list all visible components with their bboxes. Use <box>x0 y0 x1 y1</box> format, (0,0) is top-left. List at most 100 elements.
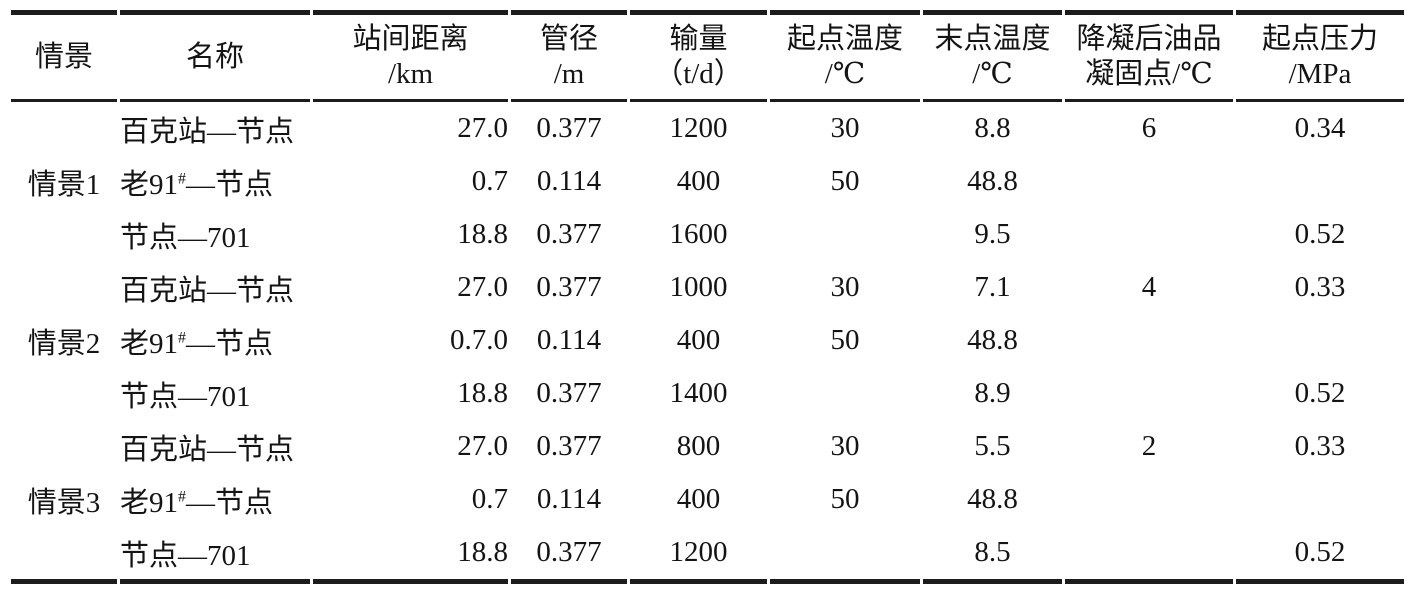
header-start_temp: 起点温度/℃ <box>770 10 920 102</box>
scenario-cell: 情景1 <box>27 168 101 201</box>
cell-start_temp: 50 <box>830 483 860 515</box>
header-distance: 站间距离/km <box>313 10 508 102</box>
header-row: 情景 名称 站间距离/km 管径/m 输量 （t/d） 起点温度/℃ 末点温度/℃ 降凝后油品凝… <box>11 10 1404 102</box>
cell-pour_point <box>1065 526 1233 584</box>
cell-diameter: 0.377 <box>536 430 602 462</box>
table-row: 老91#—节点 0.7 0.114 400 50 48.8 <box>11 473 1404 526</box>
cell-throughput: 400 <box>676 165 721 197</box>
cell-start_pressure: 0.52 <box>1294 377 1346 409</box>
header-end_temp: 末点温度/℃ <box>923 10 1062 102</box>
cell-start_pressure: 0.33 <box>1294 430 1346 462</box>
cell-name: 百克站—节点 <box>120 433 295 466</box>
header-start_pressure-label: 起点压力 <box>1261 23 1378 55</box>
table-row: 节点—701 18.8 0.377 1200 8.5 0.52 <box>11 526 1404 584</box>
cell-throughput: 1400 <box>669 377 728 409</box>
header-pour_point-unit: 凝固点/℃ <box>1085 58 1213 90</box>
cell-start_pressure: 0.34 <box>1294 112 1346 144</box>
table-row: 老91#—节点 0.7 0.114 400 50 48.8 <box>11 155 1404 208</box>
table-row: 情景1 百克站—节点 27.0 0.377 1200 30 8.8 6 0.34 <box>11 102 1404 201</box>
header-distance-label: 站间距离 <box>352 23 469 55</box>
cell-throughput: 800 <box>676 430 721 462</box>
cell-pour_point <box>1065 367 1233 420</box>
scenario-cell: 情景2 <box>27 327 101 360</box>
cell-diameter: 0.114 <box>536 324 602 356</box>
cell-distance: 27.0 <box>457 112 508 144</box>
table-row: 节点—701 18.8 0.377 1600 9.5 0.52 <box>11 208 1404 261</box>
cell-throughput: 400 <box>676 483 721 515</box>
header-throughput-label: 输量 <box>669 23 728 55</box>
cell-end_temp: 48.8 <box>967 324 1018 356</box>
cell-throughput: 1000 <box>669 271 728 303</box>
cell-start_pressure <box>1236 314 1404 367</box>
cell-diameter: 0.114 <box>536 165 602 197</box>
cell-pour_point <box>1065 473 1233 526</box>
cell-start_temp <box>770 367 920 420</box>
cell-end_temp: 8.9 <box>974 377 1011 409</box>
cell-start_temp: 50 <box>830 165 860 197</box>
well-number-superscript: # <box>178 169 186 187</box>
scenario-cell: 情景3 <box>11 420 117 584</box>
cell-throughput: 1200 <box>630 526 767 584</box>
cell-distance: 0.7 <box>471 483 508 515</box>
header-distance-unit: /km <box>387 58 434 90</box>
cell-throughput: 1600 <box>669 218 728 250</box>
cell-pour_point: 6 <box>1141 112 1157 144</box>
well-number-superscript: # <box>178 487 186 505</box>
cell-pour_point <box>1065 155 1233 208</box>
header-name: 名称 <box>120 10 310 102</box>
header-name-label: 名称 <box>185 40 244 73</box>
cell-throughput: 400 <box>676 324 721 356</box>
cell-start_temp: 50 <box>830 324 860 356</box>
cell-end_temp: 7.1 <box>974 271 1011 303</box>
header-pour_point-label: 降凝后油品 <box>1076 23 1222 55</box>
header-end_temp-label: 末点温度 <box>934 23 1051 55</box>
header-diameter-label: 管径 <box>539 23 598 55</box>
cell-start_temp <box>770 526 920 584</box>
cell-start_temp: 30 <box>830 271 860 303</box>
table-row: 情景2 百克站—节点 27.0 0.377 1000 30 7.1 4 0.33 <box>11 261 1404 360</box>
cell-name: 百克站—节点 <box>120 115 295 148</box>
cell-end_temp: 5.5 <box>974 430 1011 462</box>
header-start_pressure-unit: /MPa <box>1288 58 1352 90</box>
cell-pour_point <box>1065 208 1233 261</box>
cell-name: 节点—701 <box>120 380 251 413</box>
cell-name: 百克站—节点 <box>120 274 295 307</box>
cell-distance: 18.8 <box>457 218 508 250</box>
header-diameter-unit: /m <box>553 58 585 90</box>
cell-distance: 0.7 <box>471 165 508 197</box>
cell-start_temp: 30 <box>830 112 860 144</box>
cell-end_temp: 48.8 <box>967 483 1018 515</box>
cell-diameter: 0.377 <box>536 112 602 144</box>
cell-name: 老91#—节点 <box>120 168 273 201</box>
cell-name: 老91#—节点 <box>120 327 273 360</box>
cell-end_temp: 8.8 <box>974 112 1011 144</box>
cell-end_temp: 48.8 <box>967 165 1018 197</box>
cell-distance: 0.7.0 <box>450 324 508 356</box>
header-pour_point: 降凝后油品 凝固点/℃ <box>1065 10 1233 102</box>
cell-diameter: 0.114 <box>536 483 602 515</box>
header-throughput-unit: （t/d） <box>654 58 743 90</box>
cell-throughput: 1200 <box>669 112 728 144</box>
cell-start_pressure <box>1236 473 1404 526</box>
cell-diameter: 0.377 <box>536 377 602 409</box>
cell-start_temp: 30 <box>830 430 860 462</box>
cell-distance: 27.0 <box>457 430 508 462</box>
cell-distance: 27.0 <box>457 271 508 303</box>
cell-start_pressure: 0.52 <box>1294 218 1346 250</box>
cell-distance: 18.8 <box>457 377 508 409</box>
cell-start_pressure: 0.52 <box>1236 526 1404 584</box>
cell-distance: 18.8 <box>313 526 508 584</box>
header-end_temp-unit: /℃ <box>972 58 1013 90</box>
header-start_temp-label: 起点温度 <box>786 23 903 55</box>
header-scenario-label: 情景 <box>34 40 93 73</box>
cell-name: 节点—701 <box>120 526 310 584</box>
cell-pour_point <box>1065 314 1233 367</box>
cell-diameter: 0.377 <box>536 218 602 250</box>
cell-start_pressure: 0.33 <box>1294 271 1346 303</box>
cell-pour_point: 2 <box>1141 430 1157 462</box>
cell-end_temp: 8.5 <box>923 526 1062 584</box>
cell-name: 节点—701 <box>120 221 251 254</box>
cell-diameter: 0.377 <box>536 271 602 303</box>
well-number-superscript: # <box>178 328 186 346</box>
